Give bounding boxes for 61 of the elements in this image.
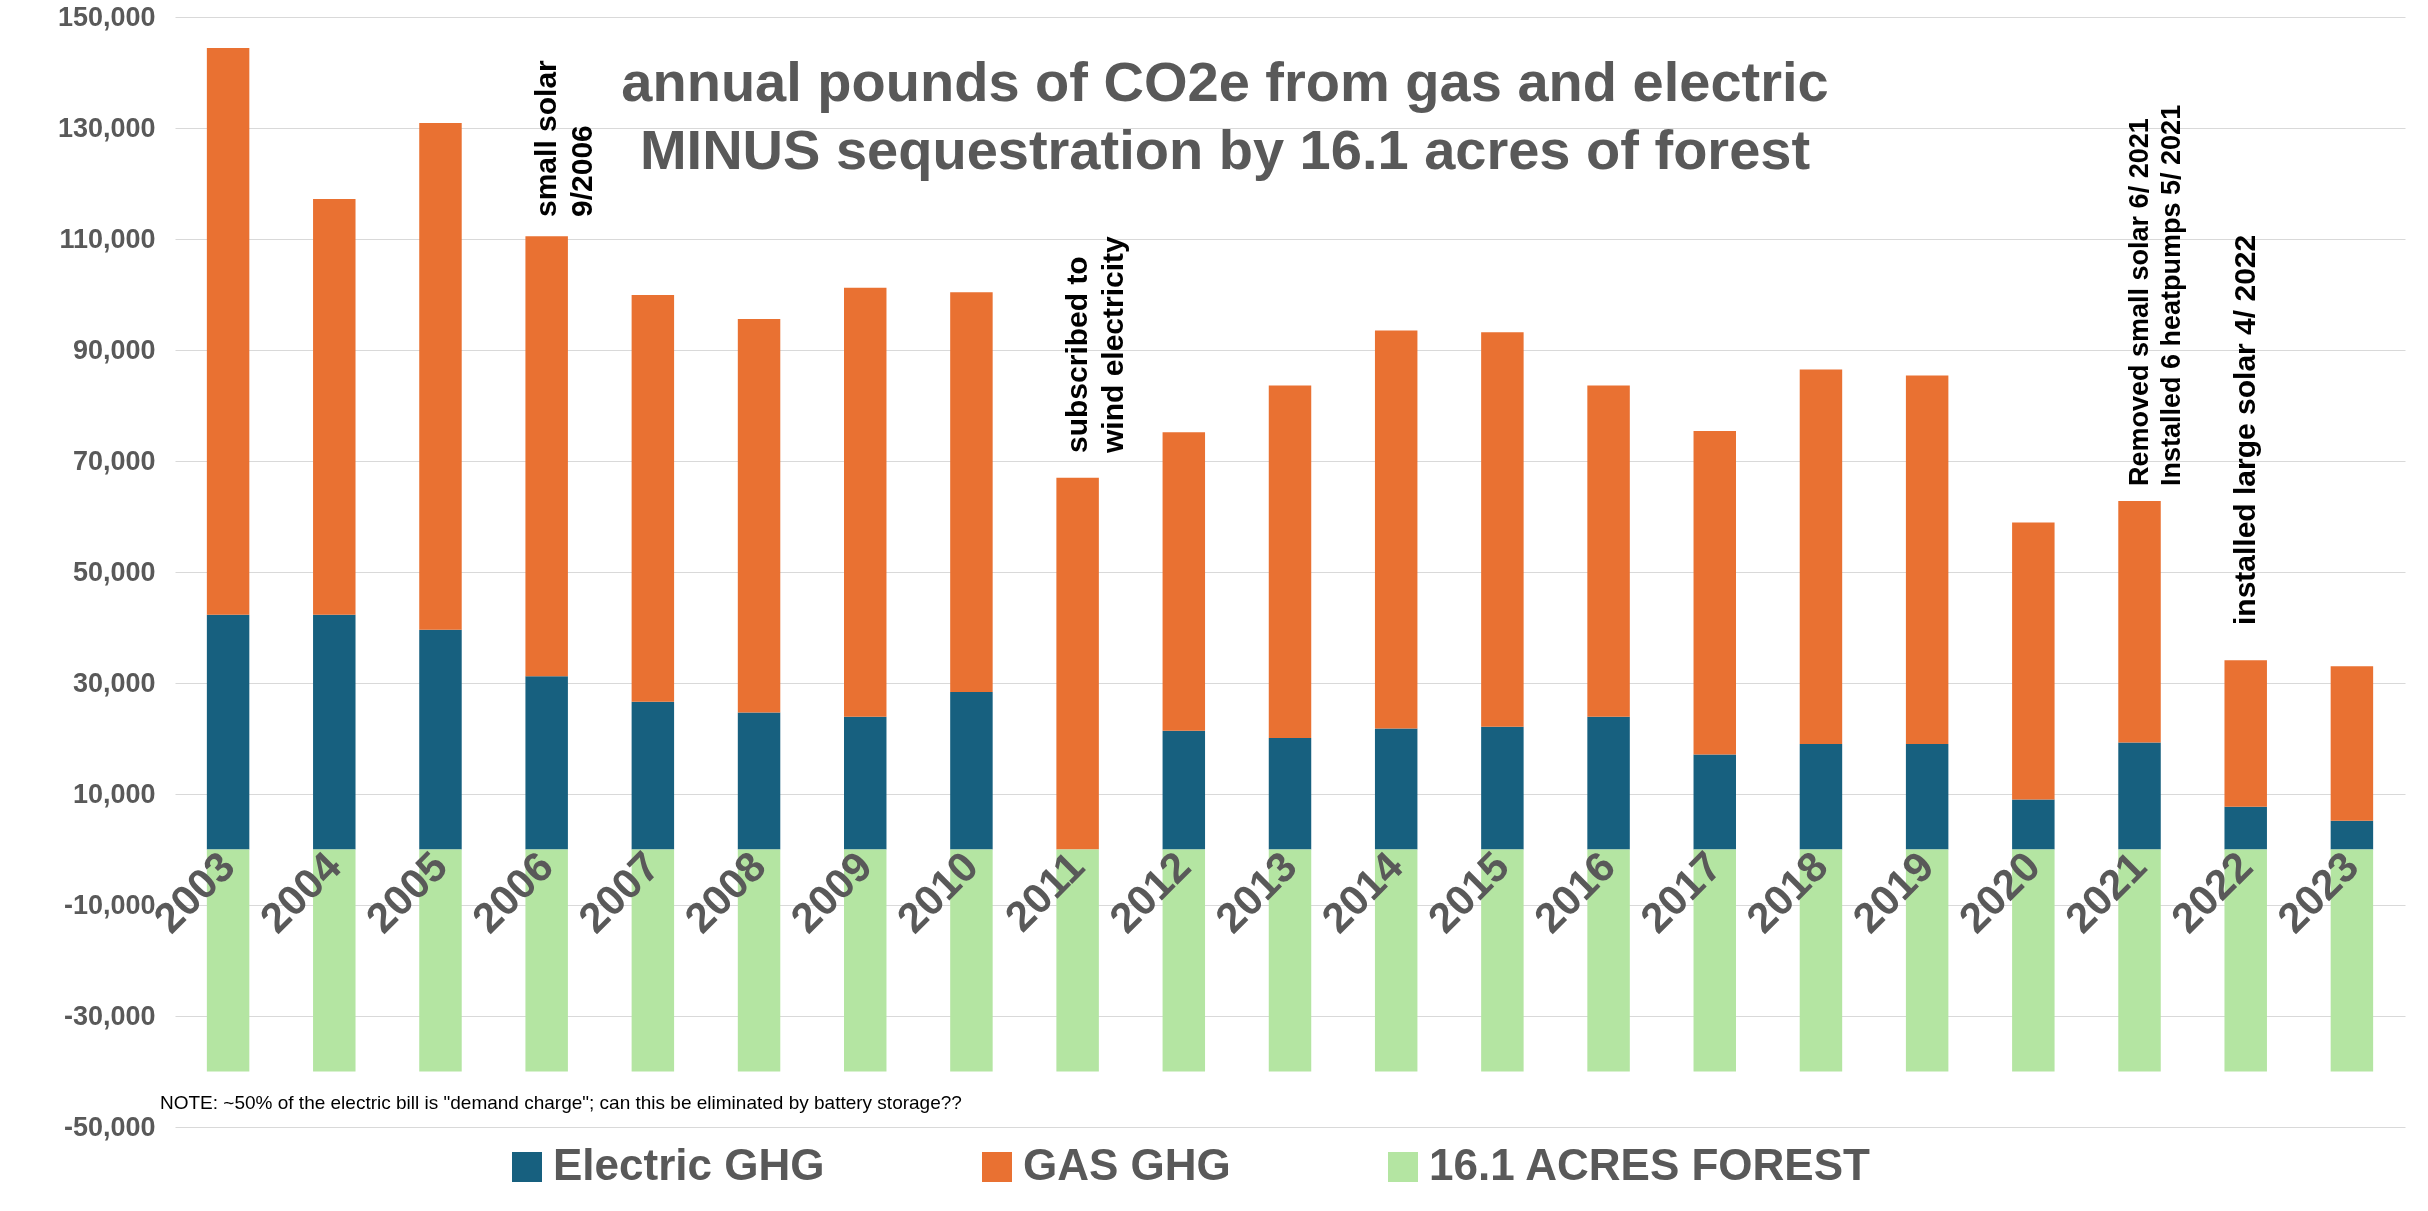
bar bbox=[313, 199, 356, 615]
bar bbox=[1481, 726, 1524, 850]
annotation: Removed small solar 6/ 2021 Installed 6 heatpumps 5/ 2021 bbox=[2123, 104, 2186, 486]
bar bbox=[1268, 737, 1312, 850]
y-tick-label: 110,000 bbox=[59, 223, 156, 254]
bar bbox=[1374, 728, 1418, 850]
y-tick-label: 10,000 bbox=[72, 778, 156, 809]
annotation: subscribed to wind electricity bbox=[1059, 235, 1129, 454]
bar bbox=[2224, 660, 2267, 807]
bar bbox=[2118, 742, 2161, 850]
bar bbox=[1693, 431, 1736, 755]
annotation: small solar 9/2006 bbox=[528, 59, 598, 217]
bar bbox=[631, 701, 675, 850]
bar bbox=[737, 318, 781, 713]
y-tick-label: -50,000 bbox=[63, 1111, 156, 1142]
bar bbox=[1905, 375, 1949, 745]
y-tick-label: 150,000 bbox=[57, 1, 156, 32]
bar bbox=[631, 295, 675, 702]
bar bbox=[844, 716, 887, 850]
y-tick-label: -30,000 bbox=[63, 1000, 156, 1031]
bar bbox=[206, 48, 250, 615]
bar bbox=[313, 614, 356, 850]
legend-label: GAS GHG bbox=[1023, 1140, 1231, 1189]
bar bbox=[1162, 730, 1206, 850]
bar bbox=[419, 629, 462, 850]
annotation: installed large solar 4/ 2022 bbox=[2227, 234, 2261, 625]
y-tick-label: 130,000 bbox=[57, 112, 156, 143]
bar bbox=[1268, 385, 1312, 738]
y-tick-label: 90,000 bbox=[72, 334, 156, 365]
bar bbox=[2330, 666, 2374, 821]
bar bbox=[1693, 754, 1736, 850]
bar bbox=[1162, 432, 1206, 731]
bar bbox=[1056, 477, 1099, 850]
bar bbox=[525, 236, 568, 677]
bar bbox=[2224, 806, 2267, 850]
bar bbox=[1905, 744, 1949, 850]
bar bbox=[1587, 716, 1630, 850]
bar bbox=[2012, 799, 2055, 850]
bar bbox=[1374, 330, 1418, 729]
bar bbox=[950, 691, 993, 850]
bar bbox=[525, 676, 568, 850]
y-tick-label: 50,000 bbox=[72, 556, 156, 587]
bar bbox=[950, 292, 993, 692]
bar bbox=[419, 123, 462, 630]
y-tick-label: -10,000 bbox=[63, 889, 156, 920]
annotation: NOTE: ~50% of the electric bill is "demand charge"; can this be eliminated by battery storage?? bbox=[160, 1091, 962, 1113]
bar bbox=[1587, 385, 1630, 717]
bar bbox=[206, 614, 250, 850]
bar bbox=[1799, 744, 1843, 850]
bar bbox=[2330, 820, 2374, 850]
bar bbox=[1481, 332, 1524, 727]
text: annual pounds of CO2e from gas and electric MINUS sequestration by 16.1 acres of forest bbox=[621, 50, 1829, 181]
bar bbox=[844, 287, 887, 717]
y-tick-label: 30,000 bbox=[72, 667, 156, 698]
bar bbox=[1799, 369, 1843, 745]
bar bbox=[737, 712, 781, 850]
bar bbox=[2118, 500, 2161, 743]
y-tick-label: 70,000 bbox=[72, 445, 156, 476]
legend-label: 16.1 ACRES FOREST bbox=[1429, 1140, 1871, 1189]
legend-label: Electric GHG bbox=[553, 1140, 825, 1189]
bar bbox=[2012, 522, 2055, 800]
